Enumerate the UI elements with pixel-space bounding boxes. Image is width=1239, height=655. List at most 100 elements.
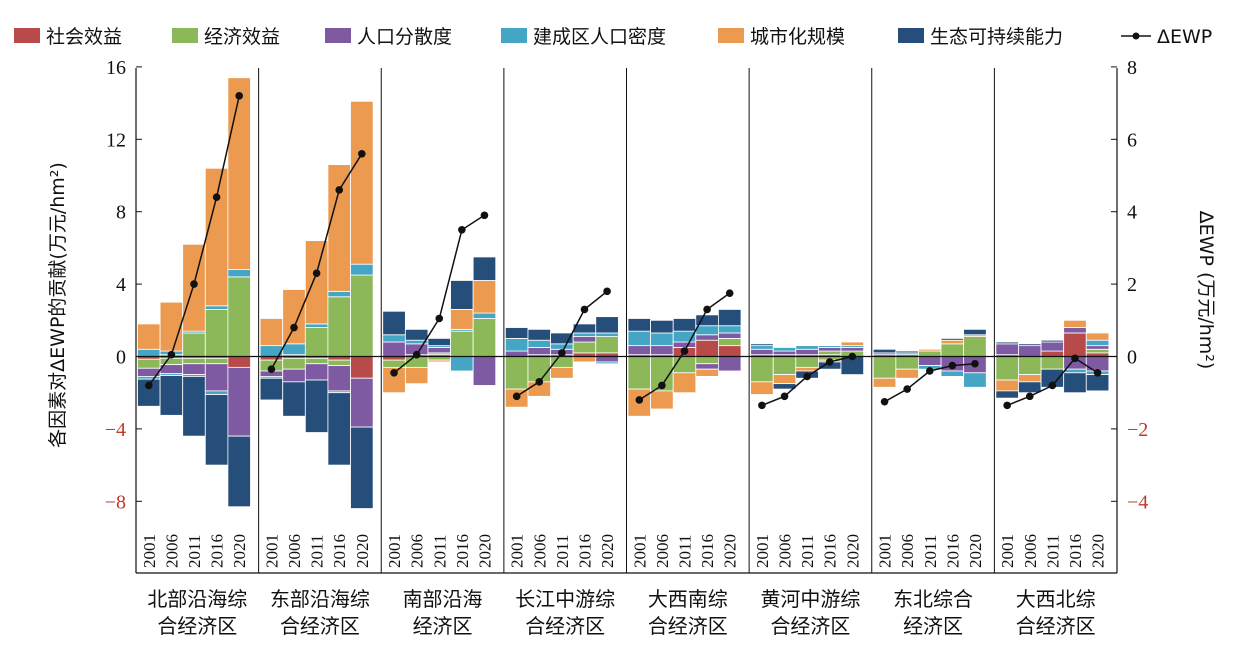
region-group bbox=[750, 341, 865, 395]
year-tick-label: 2020 bbox=[598, 534, 617, 568]
bar-segment bbox=[227, 356, 251, 368]
bar-segment bbox=[1040, 339, 1065, 343]
bar-segment bbox=[963, 328, 987, 336]
year-tick-label: 2011 bbox=[185, 535, 204, 568]
region-group bbox=[627, 309, 742, 417]
bar-segment bbox=[227, 269, 251, 278]
region-label-line2: 合经济区 bbox=[280, 614, 360, 638]
bar-segment bbox=[382, 334, 406, 343]
y-tick-label: 12 bbox=[106, 129, 126, 151]
plot-area bbox=[137, 77, 1110, 509]
year-tick-label: 2020 bbox=[353, 534, 372, 568]
ewp-point bbox=[880, 397, 889, 406]
bar-segment bbox=[718, 332, 742, 339]
bar-segment bbox=[159, 357, 184, 366]
bar-segment bbox=[627, 330, 652, 347]
year-tick-label: 2006 bbox=[1021, 534, 1040, 568]
bar-segment bbox=[772, 350, 797, 356]
ewp-point bbox=[390, 368, 398, 377]
y2-tick-label: 8 bbox=[1127, 57, 1137, 79]
year-tick-label: 2020 bbox=[721, 534, 740, 568]
bar-segment bbox=[504, 356, 529, 390]
ewp-point bbox=[558, 349, 566, 357]
bar-segment bbox=[750, 345, 774, 350]
bar-segment bbox=[572, 332, 597, 337]
bar-segment bbox=[472, 280, 497, 314]
region-label-line2: 合经济区 bbox=[648, 614, 728, 638]
bar-segment bbox=[282, 381, 306, 417]
bar-segment bbox=[527, 328, 551, 341]
bar-segment bbox=[840, 341, 865, 347]
year-tick-label: 2006 bbox=[530, 534, 549, 568]
ewp-point bbox=[825, 358, 834, 366]
year-tick-label: 2001 bbox=[876, 534, 895, 568]
bar-segment bbox=[1018, 374, 1042, 383]
bar-segment bbox=[327, 365, 351, 392]
year-tick-label: 2001 bbox=[385, 534, 404, 568]
ewp-point bbox=[803, 372, 811, 381]
bar-segment bbox=[1018, 356, 1042, 376]
bar-segment bbox=[1085, 339, 1110, 347]
bar-segment bbox=[595, 361, 619, 365]
y-tick-label: 0 bbox=[116, 347, 126, 369]
bar-segment bbox=[772, 356, 797, 376]
ewp-point bbox=[780, 392, 789, 401]
legend-label: 人口分散度 bbox=[357, 26, 452, 48]
bar-segment bbox=[963, 336, 987, 357]
year-tick-label: 2011 bbox=[308, 535, 327, 568]
bar-segment bbox=[995, 343, 1019, 356]
bar-segment bbox=[1040, 341, 1065, 352]
bar-segment bbox=[695, 339, 719, 357]
year-tick-label: 2001 bbox=[998, 534, 1017, 568]
bar-segment bbox=[772, 374, 797, 385]
bar-segment bbox=[1063, 327, 1087, 334]
y-tick-label: 16 bbox=[106, 57, 126, 79]
bar-segment bbox=[672, 372, 697, 394]
bar-segment bbox=[382, 341, 406, 357]
bar-segment bbox=[450, 330, 474, 357]
bar-segment bbox=[695, 356, 719, 365]
ewp-point bbox=[480, 211, 489, 220]
year-tick-label: 2001 bbox=[140, 534, 159, 568]
ewp-point bbox=[1071, 354, 1079, 363]
bar-segment bbox=[404, 328, 429, 341]
bar-segment bbox=[450, 280, 474, 310]
year-tick-label: 2016 bbox=[698, 534, 717, 568]
bar-segment bbox=[872, 377, 897, 388]
bar-segment bbox=[182, 363, 206, 375]
legend-swatch bbox=[172, 28, 198, 43]
bar-segment bbox=[504, 350, 529, 357]
bar-segment bbox=[1085, 356, 1110, 372]
bar-segment bbox=[718, 309, 742, 327]
ewp-point bbox=[725, 289, 734, 297]
year-tick-label: 2016 bbox=[330, 534, 349, 568]
legend-swatch bbox=[718, 28, 744, 43]
year-tick-label: 2016 bbox=[576, 534, 595, 568]
bar-segment bbox=[304, 379, 329, 433]
bar-segment bbox=[750, 348, 774, 356]
ewp-point bbox=[358, 149, 366, 158]
legend-label: 生态可持续能力 bbox=[930, 26, 1063, 48]
ewp-point bbox=[603, 287, 611, 296]
bar-segment bbox=[695, 325, 719, 336]
axes: −8 −4 0 4 8 12 16 −4 −2 0 2 4 6 8 各因素对ΔEWP的贡献(万元/hm²) Δ… bbox=[47, 57, 1217, 638]
bar-segment bbox=[137, 358, 161, 369]
legend-swatch bbox=[325, 28, 351, 43]
bar-segment bbox=[595, 316, 619, 334]
ewp-point bbox=[512, 392, 521, 401]
bar-segment bbox=[227, 366, 251, 437]
bar-segment bbox=[695, 363, 719, 370]
bar-segment bbox=[840, 347, 865, 352]
bar-segment bbox=[350, 274, 374, 357]
year-tick-label: 2006 bbox=[898, 534, 917, 568]
region-label-line1: 北部沿海综 bbox=[147, 587, 247, 611]
bar-segment bbox=[995, 390, 1019, 399]
bar-segment bbox=[304, 327, 329, 357]
bar-segment bbox=[304, 240, 329, 325]
bar-segment bbox=[282, 368, 306, 383]
bar-segment bbox=[1018, 381, 1042, 394]
bar-segment bbox=[259, 377, 284, 401]
ewp-point bbox=[658, 381, 666, 390]
bar-segment bbox=[1085, 332, 1110, 341]
ewp-point bbox=[435, 314, 444, 323]
